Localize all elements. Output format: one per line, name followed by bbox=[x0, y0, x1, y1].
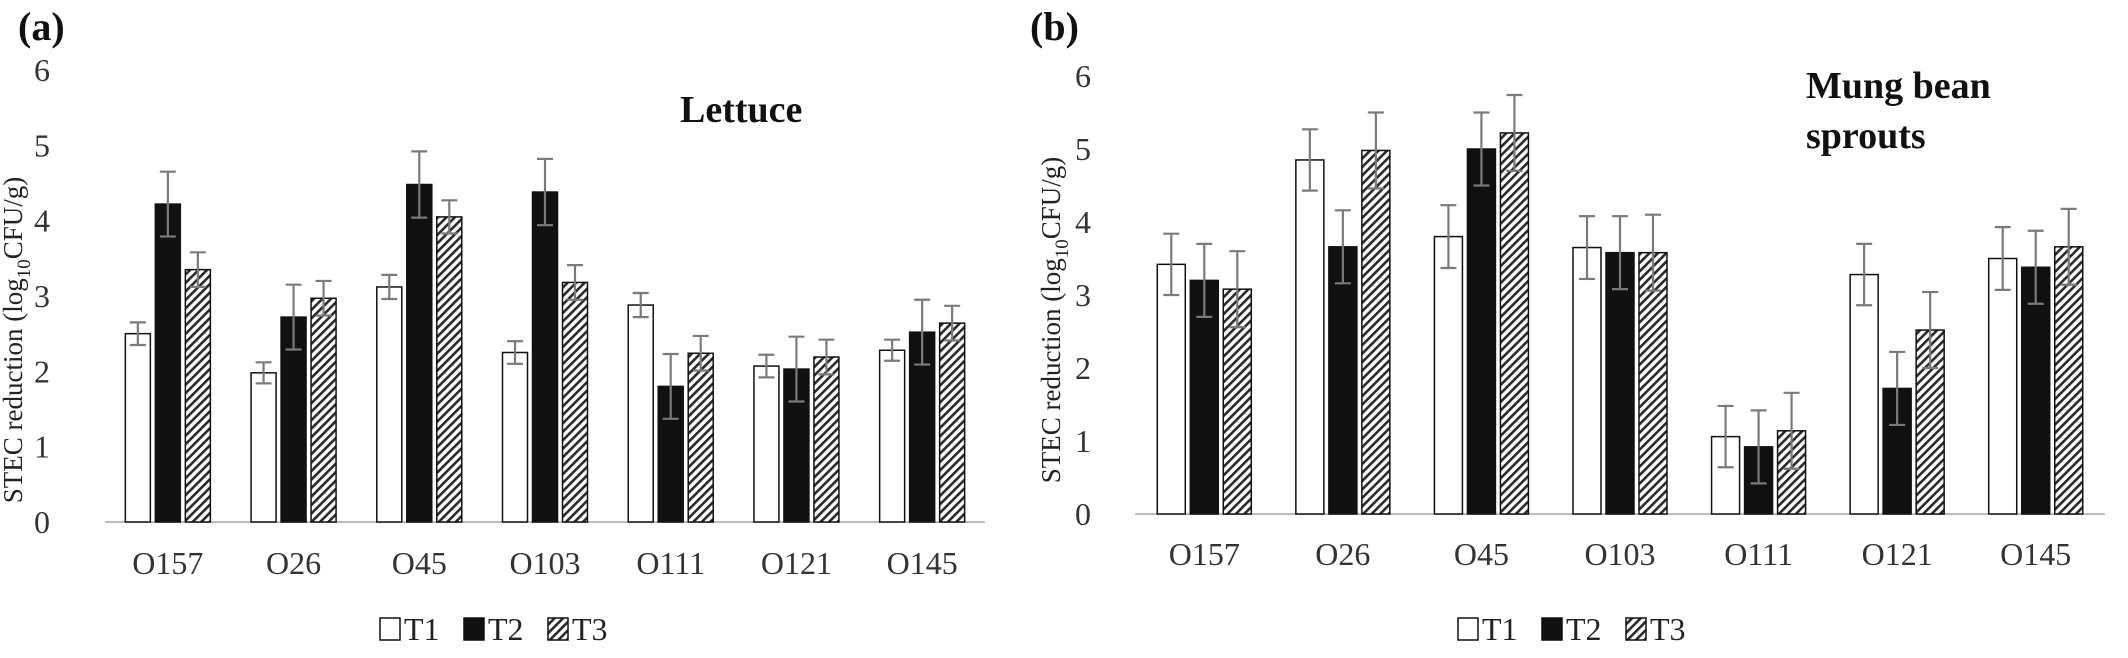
bar-t3 bbox=[1776, 430, 1807, 515]
bar-t2 bbox=[1328, 246, 1358, 515]
panel-a: (a) Lettuce STEC reduction (log10CFU/g) … bbox=[0, 4, 985, 647]
panel-b-letter: (b) bbox=[1030, 4, 1079, 49]
legend-swatch-t3 bbox=[547, 617, 569, 641]
bar-t3 bbox=[1499, 132, 1530, 515]
bar-t3 bbox=[1361, 149, 1391, 515]
bar-t3 bbox=[1222, 288, 1253, 515]
y-tick-label: 6 bbox=[1075, 58, 1091, 94]
legend-label-t1: T1 bbox=[404, 611, 440, 647]
bar-t1 bbox=[501, 351, 529, 523]
panel-a-y-ticks: 0 1 2 3 4 5 6 bbox=[34, 52, 50, 540]
legend-swatch-t1 bbox=[1457, 617, 1479, 641]
legend-swatch-t1 bbox=[379, 617, 401, 641]
y-tick-label: 0 bbox=[1075, 496, 1091, 532]
y-tick-label: 4 bbox=[1075, 204, 1091, 240]
bar-t2 bbox=[531, 191, 559, 523]
y-tick-label: 6 bbox=[34, 52, 50, 88]
panel-a-bars bbox=[124, 150, 966, 523]
panel-a-title: Lettuce bbox=[680, 89, 802, 131]
bar-t1 bbox=[250, 372, 277, 523]
y-tick-label: 2 bbox=[34, 353, 50, 389]
panel-b-legend: T1 T2 T3 bbox=[1457, 611, 1686, 647]
panel-b-title-line-2: sprouts bbox=[1806, 115, 1926, 157]
legend-label-t3: T3 bbox=[572, 611, 608, 647]
x-category-label: O145 bbox=[2000, 536, 2071, 572]
bar-t1 bbox=[1987, 257, 2018, 515]
legend-label-t3: T3 bbox=[1650, 611, 1686, 647]
x-category-label: O45 bbox=[392, 545, 447, 581]
legend-label-t1: T1 bbox=[1482, 611, 1518, 647]
legend-label-t2: T2 bbox=[488, 611, 524, 647]
bar-t1 bbox=[878, 349, 906, 523]
bar-t1 bbox=[1849, 273, 1879, 515]
x-category-label: O121 bbox=[1862, 536, 1933, 572]
bar-t3 bbox=[813, 356, 840, 523]
legend-label-t2: T2 bbox=[1566, 611, 1602, 647]
panel-a-x-categories: O157 O26 O45 O103 O111 O121 O145 bbox=[132, 545, 957, 581]
bar-t1 bbox=[753, 365, 780, 523]
bar-t2 bbox=[1466, 148, 1497, 515]
bar-t1 bbox=[1433, 235, 1464, 515]
bar-t3 bbox=[184, 268, 212, 523]
x-category-label: O26 bbox=[1315, 536, 1370, 572]
x-category-label: O121 bbox=[761, 545, 832, 581]
panel-a-letter: (a) bbox=[18, 4, 65, 49]
x-category-label: O26 bbox=[266, 545, 321, 581]
bar-t1 bbox=[124, 332, 152, 523]
bar-t1 bbox=[1156, 263, 1187, 515]
bar-t2 bbox=[1605, 251, 1635, 515]
bar-t2 bbox=[280, 316, 307, 523]
panel-b: (b) Mung bean sprouts STEC reduction (lo… bbox=[1030, 4, 2105, 647]
panel-a-legend: T1 T2 T3 bbox=[379, 611, 608, 647]
bar-t3 bbox=[938, 322, 966, 523]
bar-t3 bbox=[561, 281, 589, 523]
x-category-label: O157 bbox=[1169, 536, 1240, 572]
bar-t2 bbox=[154, 203, 182, 523]
bar-t1 bbox=[376, 286, 403, 523]
x-category-label: O111 bbox=[1724, 536, 1793, 572]
bar-t3 bbox=[436, 216, 463, 523]
panel-b-title-line-1: Mung bean bbox=[1806, 65, 1991, 107]
bar-t3 bbox=[2053, 246, 2084, 515]
bar-t3 bbox=[687, 352, 714, 523]
y-tick-label: 2 bbox=[1075, 350, 1091, 386]
y-tick-label: 5 bbox=[34, 127, 50, 163]
bar-t2 bbox=[1189, 279, 1220, 515]
y-tick-label: 3 bbox=[34, 278, 50, 314]
panel-b-y-axis-label: STEC reduction (log10CFU/g) bbox=[1036, 157, 1073, 484]
bar-t1 bbox=[1295, 159, 1325, 515]
y-tick-label: 3 bbox=[1075, 277, 1091, 313]
x-category-label: O103 bbox=[1584, 536, 1655, 572]
x-category-label: O103 bbox=[509, 545, 580, 581]
y-tick-label: 4 bbox=[34, 203, 50, 239]
panel-a-y-axis-label: STEC reduction (log10CFU/g) bbox=[0, 177, 35, 504]
legend-swatch-t2 bbox=[463, 617, 485, 641]
bar-t1 bbox=[627, 304, 654, 523]
legend-swatch-t2 bbox=[1541, 617, 1563, 641]
bar-t2 bbox=[2020, 266, 2051, 515]
bar-t2 bbox=[406, 183, 433, 523]
x-category-label: O111 bbox=[636, 545, 705, 581]
x-category-label: O145 bbox=[887, 545, 958, 581]
legend-swatch-t3 bbox=[1625, 617, 1647, 641]
y-tick-label: 1 bbox=[1075, 423, 1091, 459]
y-tick-label: 5 bbox=[1075, 131, 1091, 167]
bar-t2 bbox=[1743, 446, 1774, 515]
y-tick-label: 1 bbox=[34, 429, 50, 465]
bar-t3 bbox=[310, 297, 337, 523]
bar-t3 bbox=[1638, 251, 1668, 515]
x-category-label: O157 bbox=[132, 545, 203, 581]
panel-b-y-ticks: 0 1 2 3 4 5 6 bbox=[1075, 58, 1091, 532]
y-tick-label: 0 bbox=[34, 504, 50, 540]
panel-b-x-categories: O157 O26 O45 O103 O111 O121 O145 bbox=[1169, 536, 2072, 572]
x-category-label: O45 bbox=[1454, 536, 1509, 572]
bar-t1 bbox=[1572, 246, 1602, 515]
panel-b-bars bbox=[1156, 93, 2084, 515]
